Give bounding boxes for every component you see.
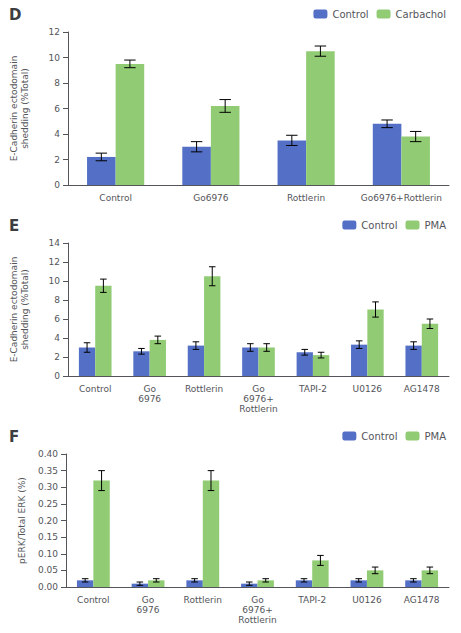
svg-text:AG1478: AG1478 [404, 595, 440, 605]
svg-text:6976+: 6976+ [243, 394, 273, 404]
svg-text:PMA: PMA [425, 220, 447, 231]
svg-text:0.40: 0.40 [38, 449, 58, 459]
svg-text:U0126: U0126 [352, 595, 382, 605]
svg-text:12: 12 [49, 27, 60, 37]
svg-text:0.35: 0.35 [38, 466, 58, 476]
svg-text:F: F [9, 428, 19, 446]
svg-text:E: E [9, 217, 19, 235]
svg-text:6: 6 [54, 314, 60, 324]
svg-text:0.20: 0.20 [38, 516, 58, 526]
svg-text:Carbachol: Carbachol [396, 9, 446, 20]
svg-text:TAPI-2: TAPI-2 [297, 595, 326, 605]
svg-text:Go: Go [143, 384, 156, 394]
svg-text:Go: Go [142, 595, 155, 605]
svg-text:6976+: 6976+ [242, 605, 272, 615]
svg-text:0.30: 0.30 [38, 482, 58, 492]
svg-text:AG1478: AG1478 [404, 384, 440, 394]
svg-text:0.05: 0.05 [38, 565, 58, 575]
svg-text:Control: Control [332, 9, 368, 20]
svg-text:shedding (%Total): shedding (%Total) [20, 68, 30, 149]
svg-text:pERK/Total ERK (%): pERK/Total ERK (%) [17, 477, 27, 564]
svg-text:0: 0 [54, 371, 60, 381]
svg-text:Control: Control [79, 384, 112, 394]
svg-text:Control: Control [99, 193, 132, 203]
svg-text:6: 6 [54, 104, 60, 114]
svg-text:D: D [9, 6, 21, 24]
svg-text:E-Cadherin ectodomain: E-Cadherin ectodomain [9, 257, 19, 363]
svg-text:0.15: 0.15 [38, 532, 58, 542]
svg-text:Rottlerin: Rottlerin [239, 404, 277, 414]
svg-text:10: 10 [49, 53, 61, 63]
svg-text:Rottlerin: Rottlerin [287, 193, 325, 203]
svg-text:Rottlerin: Rottlerin [185, 384, 223, 394]
svg-text:Rottlerin: Rottlerin [238, 615, 276, 625]
svg-text:Go: Go [252, 384, 265, 394]
svg-text:6976: 6976 [138, 394, 161, 404]
svg-text:Go: Go [251, 595, 264, 605]
svg-text:8: 8 [54, 78, 60, 88]
svg-text:shedding (%Total): shedding (%Total) [20, 269, 30, 350]
svg-text:Control: Control [361, 431, 397, 442]
svg-text:4: 4 [54, 129, 60, 139]
svg-text:0: 0 [54, 180, 60, 190]
svg-text:12: 12 [49, 257, 60, 267]
svg-text:10: 10 [49, 276, 61, 286]
svg-text:0.25: 0.25 [38, 499, 58, 509]
svg-text:Control: Control [77, 595, 110, 605]
svg-text:E-Cadherin ectodomain: E-Cadherin ectodomain [9, 56, 19, 162]
svg-text:U0126: U0126 [353, 384, 383, 394]
svg-text:PMA: PMA [425, 431, 447, 442]
svg-text:0.00: 0.00 [38, 582, 58, 592]
svg-text:4: 4 [54, 333, 60, 343]
svg-text:Go6976+Rottlerin: Go6976+Rottlerin [361, 193, 442, 203]
svg-text:8: 8 [54, 295, 60, 305]
svg-text:Rottlerin: Rottlerin [184, 595, 222, 605]
svg-text:Control: Control [361, 220, 397, 231]
svg-text:2: 2 [54, 155, 60, 165]
svg-text:6976: 6976 [137, 605, 160, 615]
svg-text:TAPI-2: TAPI-2 [298, 384, 327, 394]
svg-text:Go6976: Go6976 [193, 193, 229, 203]
svg-text:14: 14 [49, 238, 61, 248]
svg-text:0.10: 0.10 [38, 549, 58, 559]
svg-text:2: 2 [54, 352, 60, 362]
